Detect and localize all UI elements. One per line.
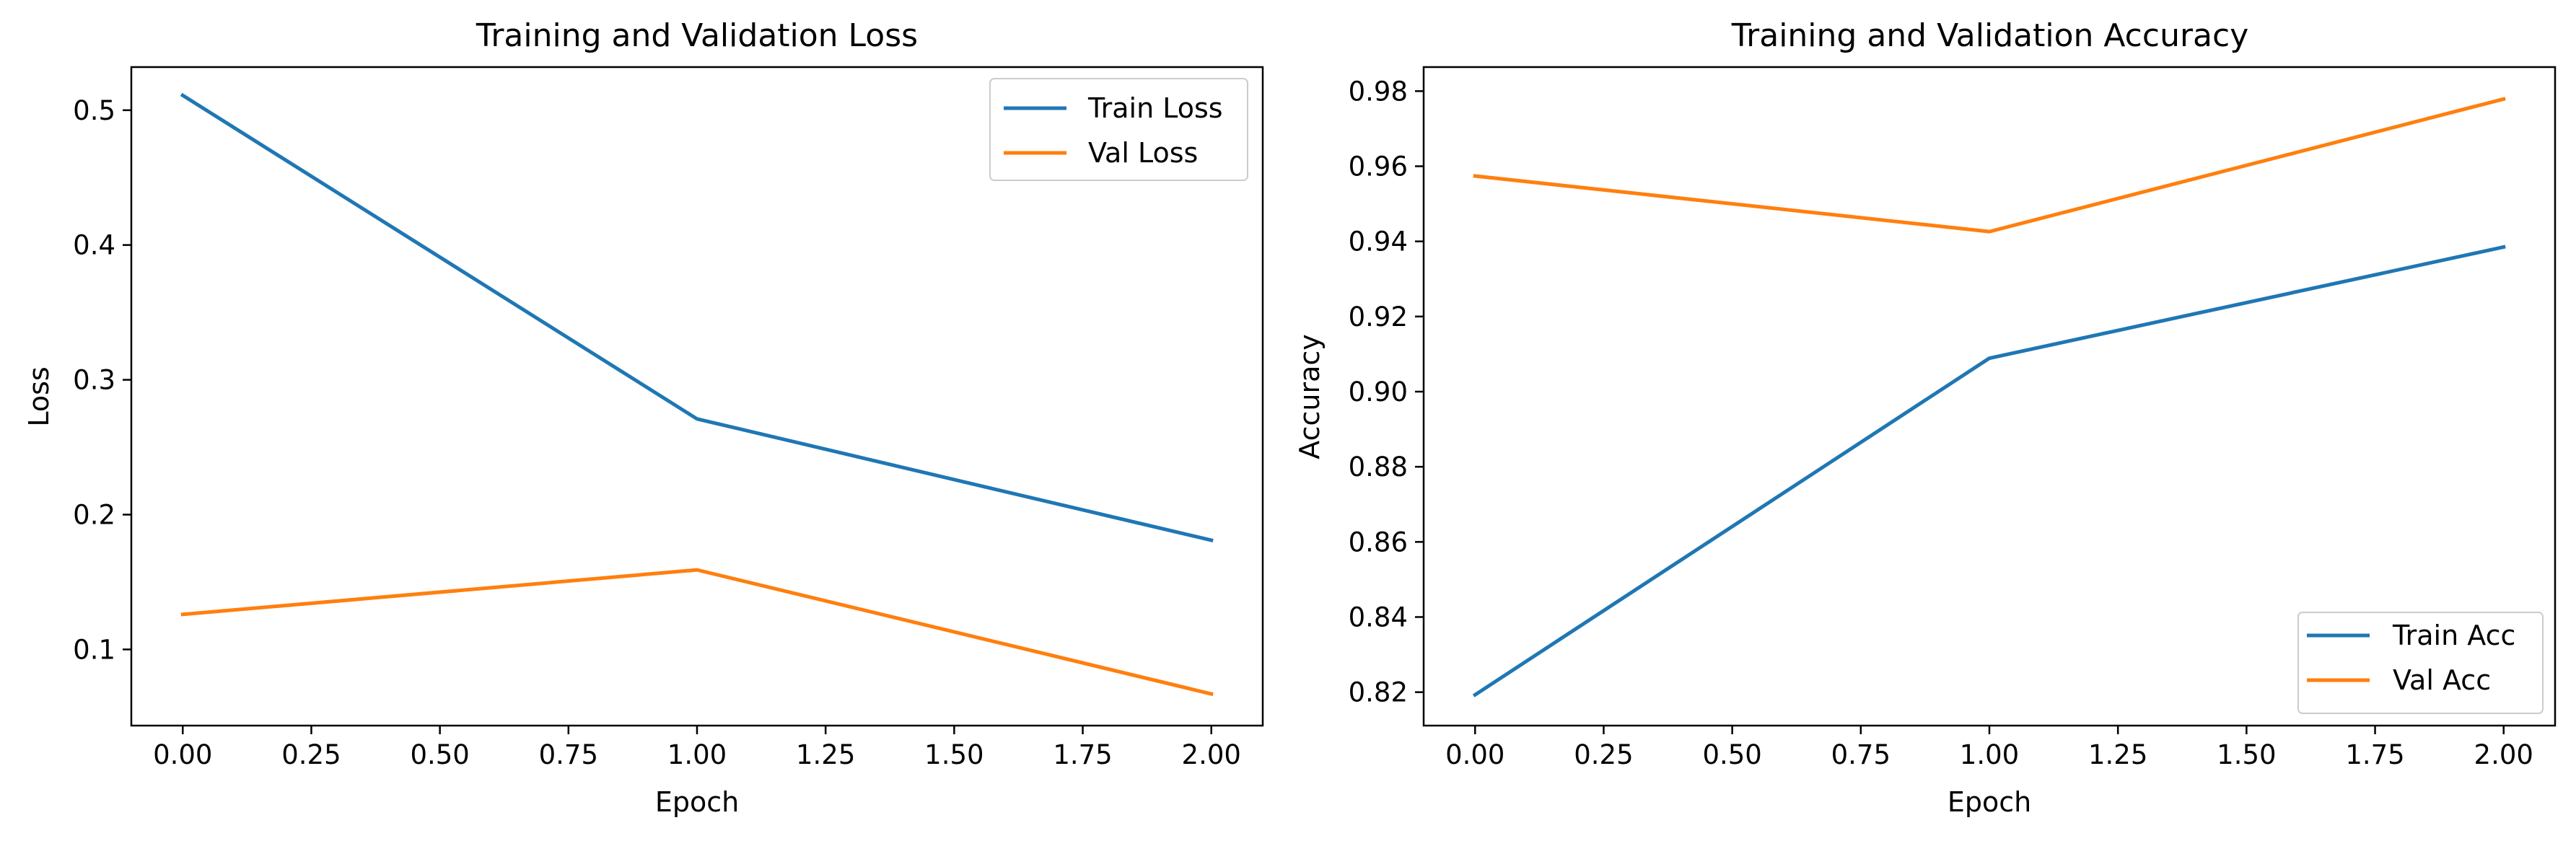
loss-legend-box: [989, 78, 1248, 181]
loss-x-tick-label-0: 0.00: [153, 739, 212, 770]
loss-x-tick-label-1: 0.25: [281, 739, 341, 770]
accuracy-y-tick-label-5: 0.92: [1349, 301, 1408, 333]
loss-series-lines: [180, 92, 1214, 697]
loss-y-tick-label-0: 0.1: [73, 634, 115, 665]
loss-x-tick-label-2: 0.50: [410, 739, 469, 770]
accuracy-x-tick-label-7: 1.75: [2345, 739, 2404, 770]
accuracy-y-tick-label-1: 0.84: [1349, 602, 1408, 633]
accuracy-y-tick-label-4: 0.90: [1349, 377, 1408, 408]
accuracy-x-tick-label-5: 1.25: [2088, 739, 2147, 770]
accuracy-y-tick-label-2: 0.86: [1349, 527, 1408, 558]
accuracy-y-tick-label-7: 0.96: [1349, 151, 1408, 182]
loss-ticks: 0.00 0.25 0.50 0.75 1.00 1.25 1.50 1.75 2.00 0.1 0…: [73, 95, 1241, 770]
loss-x-tick-label-7: 1.75: [1053, 739, 1112, 770]
loss-y-tick-label-1: 0.2: [73, 500, 115, 531]
loss-y-tick-label-4: 0.5: [73, 95, 115, 126]
accuracy-series-line-train: [1472, 245, 2506, 697]
loss-y-tick-label-3: 0.4: [73, 230, 115, 261]
accuracy-series-line-val: [1473, 97, 2506, 234]
accuracy-x-tick-label-2: 0.50: [1702, 739, 1761, 770]
accuracy-y-tick-label-8: 0.98: [1349, 76, 1408, 107]
loss-chart: Training and Validation Loss 0.00 0.25 0.5…: [23, 17, 1264, 818]
loss-legend-label-train: Train Loss: [1087, 92, 1223, 124]
accuracy-legend-label-train: Train Acc: [2392, 620, 2515, 651]
loss-y-tick-label-2: 0.3: [73, 365, 115, 396]
loss-series-line-train: [180, 92, 1214, 543]
loss-x-tick-label-5: 1.25: [796, 739, 855, 770]
accuracy-legend-label-val: Val Acc: [2393, 664, 2491, 696]
loss-x-tick-label-6: 1.50: [924, 739, 983, 770]
loss-x-axis-label: Epoch: [655, 786, 739, 818]
accuracy-y-tick-label-6: 0.94: [1349, 226, 1408, 257]
loss-y-axis-label: Loss: [23, 366, 55, 426]
accuracy-chart-title: Training and Validation Accuracy: [1731, 17, 2249, 54]
loss-x-tick-label-8: 2.00: [1182, 739, 1241, 770]
loss-legend-label-val: Val Loss: [1088, 137, 1198, 169]
loss-x-tick-label-4: 1.00: [667, 739, 727, 770]
accuracy-x-tick-label-3: 0.75: [1831, 739, 1891, 770]
accuracy-ticks: 0.00 0.25 0.50 0.75 1.00 1.25 1.50 1.75 2.00 0.82…: [1349, 76, 2533, 770]
accuracy-legend: Train Acc Val Acc: [2297, 612, 2544, 714]
accuracy-x-tick-label-0: 0.00: [1445, 739, 1504, 770]
accuracy-x-tick-label-6: 1.50: [2217, 739, 2276, 770]
accuracy-legend-box: [2297, 612, 2544, 714]
accuracy-x-tick-label-1: 0.25: [1574, 739, 1633, 770]
accuracy-x-axis-label: Epoch: [1948, 786, 2031, 818]
loss-series-line-val: [180, 568, 1214, 697]
accuracy-y-tick-label-3: 0.88: [1349, 452, 1408, 483]
accuracy-chart: Training and Validation Accuracy 0.00 0.2…: [1294, 17, 2557, 818]
accuracy-y-axis-label: Accuracy: [1294, 334, 1326, 459]
loss-x-tick-label-3: 0.75: [539, 739, 598, 770]
accuracy-series-lines: [1472, 97, 2506, 697]
loss-chart-title: Training and Validation Loss: [476, 17, 918, 54]
accuracy-x-tick-label-8: 2.00: [2474, 739, 2533, 770]
accuracy-x-tick-label-4: 1.00: [1960, 739, 2019, 770]
accuracy-y-tick-label-0: 0.82: [1349, 677, 1408, 708]
loss-legend: Train Loss Val Loss: [989, 78, 1248, 181]
